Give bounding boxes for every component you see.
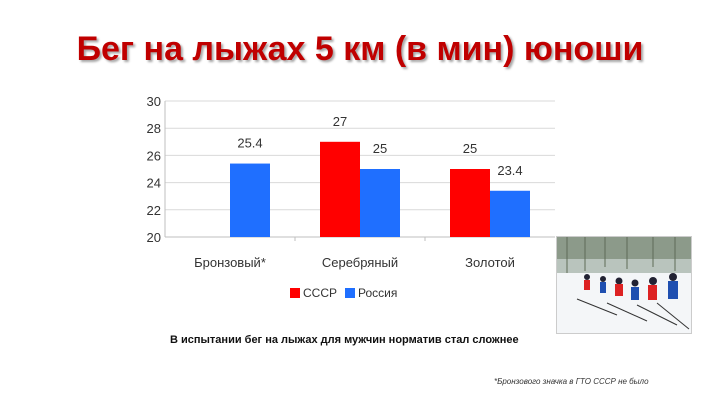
slide-title: Бег на лыжах 5 км (в мин) юноши xyxy=(76,30,644,68)
y-tick-label: 30 xyxy=(147,94,161,109)
legend-label: СССР xyxy=(303,286,337,300)
data-label: 23.4 xyxy=(497,163,522,178)
legend-swatch xyxy=(345,288,355,298)
data-label: 25.4 xyxy=(237,136,262,151)
skiers-photo-image xyxy=(557,237,691,333)
y-tick-label: 24 xyxy=(147,176,161,191)
chart-caption: В испытании бег на лыжах для мужчин норм… xyxy=(170,334,519,346)
label-layer: 25.4 27 25 25 23.4 xyxy=(237,114,522,178)
x-tick-label: Бронзовый* xyxy=(194,255,266,270)
data-label: 25 xyxy=(463,141,477,156)
bar-russia xyxy=(490,190,530,237)
y-tick-label: 22 xyxy=(147,203,161,218)
y-tick-label: 26 xyxy=(147,148,161,163)
y-tick-label: 28 xyxy=(147,121,161,136)
legend-label: Россия xyxy=(358,286,397,300)
data-label: 27 xyxy=(333,114,347,129)
bar-ussr xyxy=(320,141,360,237)
skiers-photo xyxy=(556,236,692,334)
data-label: 25 xyxy=(373,141,387,156)
bar-layer xyxy=(230,141,530,237)
bar-russia xyxy=(360,169,400,237)
x-tick-label: Серебряный xyxy=(322,255,398,270)
y-tick-label: 20 xyxy=(147,230,161,245)
footnote: *Бронзового значка в ГТО СССР не было xyxy=(494,377,649,386)
x-tick-label: Золотой xyxy=(465,255,515,270)
legend-swatch xyxy=(290,288,300,298)
legend: СССР Россия xyxy=(290,286,397,300)
bar-ussr xyxy=(450,169,490,237)
bar-russia xyxy=(230,163,270,237)
